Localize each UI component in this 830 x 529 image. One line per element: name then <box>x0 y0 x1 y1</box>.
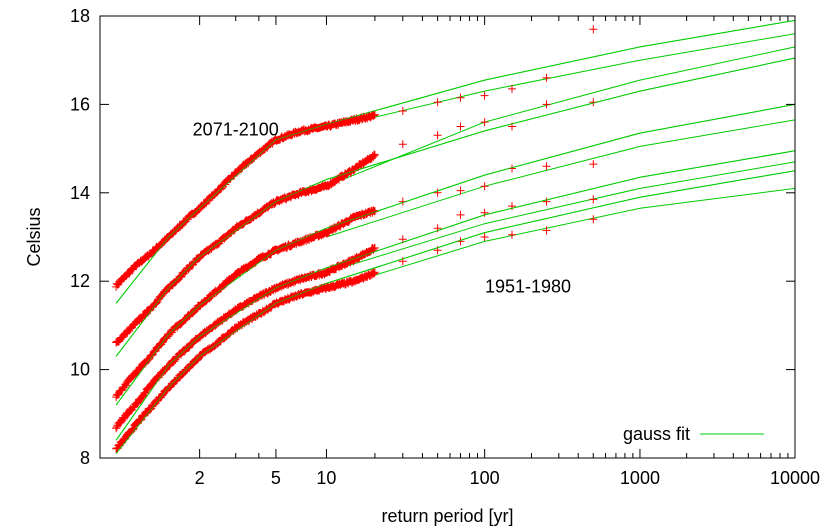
gauss-fit-line-overlay <box>115 170 796 454</box>
legend-label: gauss fit <box>623 424 690 444</box>
x-tick-label: 1000 <box>620 468 660 488</box>
gauss-fit-line <box>326 33 796 130</box>
gauss-fit-line <box>326 46 796 187</box>
y-tick-label: 12 <box>70 271 90 291</box>
axis-ticks-layer: 8 10 12 14 16 18 2 5 10 100 1000 10000 <box>70 6 820 488</box>
x-tick-label: 100 <box>470 468 500 488</box>
x-axis-title: return period [yr] <box>381 506 513 526</box>
data-markers <box>112 25 598 291</box>
annotation-label: 2071-2100 <box>193 119 279 139</box>
annotations-layer: 2071-2100 1951-1980 <box>193 119 571 296</box>
annotation-label: 1951-1980 <box>485 276 571 296</box>
x-tick-label: 10 <box>316 468 336 488</box>
gauss-fit-line <box>115 57 796 357</box>
gauss-fit-line-overlay <box>115 103 796 406</box>
y-tick-label: 16 <box>70 94 90 114</box>
y-tick-label: 14 <box>70 183 90 203</box>
data-markers <box>112 195 598 433</box>
gauss-fit-line-overlay <box>115 57 796 357</box>
fit-lines-layer <box>115 19 796 454</box>
y-tick-label: 18 <box>70 6 90 26</box>
gauss-fit-line-overlay <box>115 19 796 304</box>
gauss-fit-line <box>326 161 796 273</box>
legend: gauss fit <box>623 424 764 444</box>
x-tick-label: 10000 <box>770 468 820 488</box>
y-axis-title: Celsius <box>24 207 44 266</box>
y-tick-label: 8 <box>80 448 90 468</box>
x-tick-label: 2 <box>195 468 205 488</box>
markers-layer <box>112 19 796 454</box>
gauss-fit-line <box>115 19 796 304</box>
y-tick-label: 10 <box>70 360 90 380</box>
gauss-fit-line <box>326 119 796 238</box>
data-markers <box>112 215 598 453</box>
gauss-fit-line <box>115 103 796 406</box>
gauss-fit-line <box>115 170 796 454</box>
plot-frame <box>99 15 796 459</box>
gauss-fit-line-overlay <box>115 150 796 441</box>
gauss-fit-line <box>326 187 796 291</box>
x-tick-label: 5 <box>271 468 281 488</box>
